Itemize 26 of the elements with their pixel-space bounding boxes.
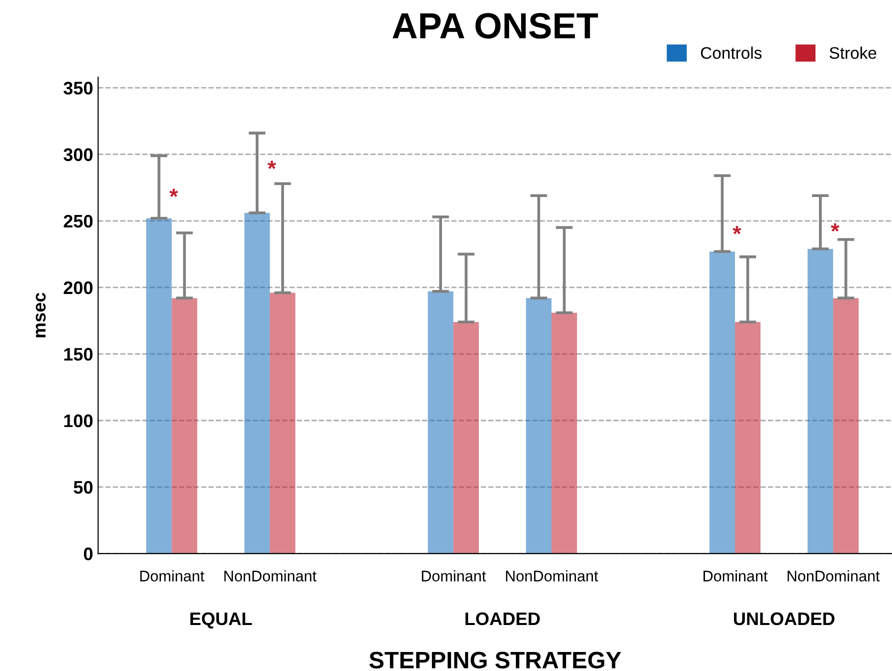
annotation: *	[268, 160, 276, 170]
y-tick-label: 50	[74, 480, 93, 494]
y-tick-label: 150	[64, 348, 93, 361]
x-tick-label: Dominant	[704, 570, 768, 582]
x-tick-label: NonDominant	[506, 570, 598, 582]
y-tick-label: 200	[64, 281, 93, 294]
x-tick-label: NonDominant	[224, 570, 316, 582]
annotation: *	[732, 226, 742, 234]
legend-label: Stroke	[830, 46, 876, 59]
annotation: *	[830, 223, 840, 232]
legend-label: Controls	[700, 46, 762, 59]
chart-title: APA ONSET	[392, 13, 598, 39]
x-tick-label: Dominant	[422, 570, 486, 582]
y-tick-label: 350	[64, 82, 93, 95]
x-tick-label: NonDominant	[788, 570, 880, 582]
x-tick-label: Dominant	[140, 570, 204, 582]
y-tick-label: 0	[84, 548, 93, 560]
annotation: *	[169, 188, 178, 197]
text: EQUAL	[190, 612, 252, 629]
y-tick-label: 300	[64, 148, 93, 162]
y-axis-title: msec	[36, 292, 46, 338]
y-tick-label: 100	[64, 414, 93, 428]
x-axis-title: STEPPING STRATEGY	[369, 652, 622, 668]
y-tick-label: 250	[64, 214, 93, 228]
text: LOADED	[466, 612, 540, 626]
text: UNLOADED	[734, 612, 834, 626]
